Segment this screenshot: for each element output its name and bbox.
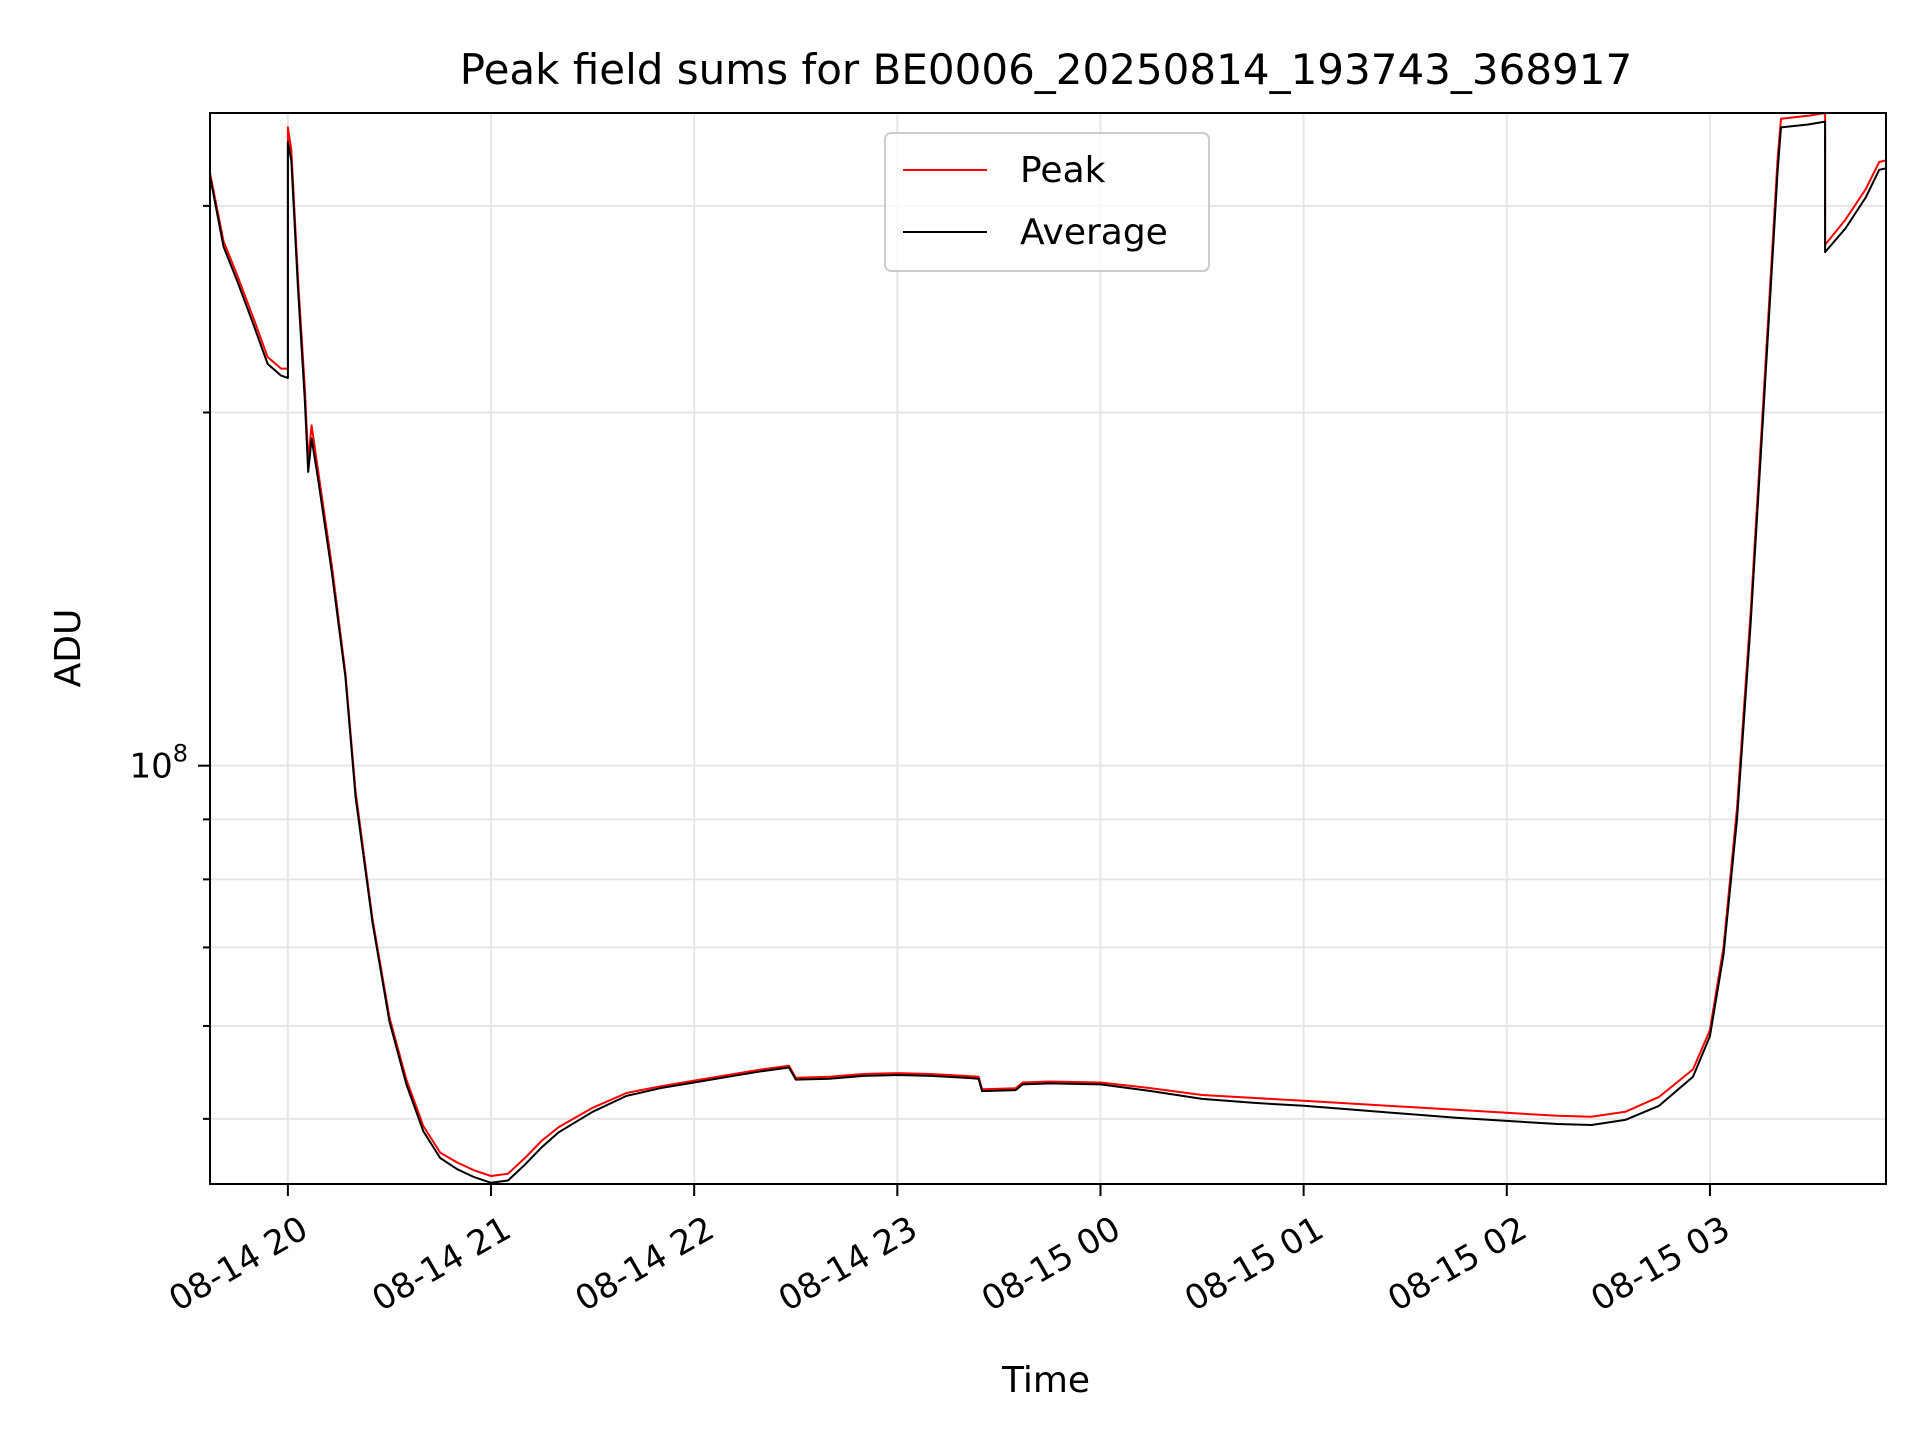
series-line-average (209, 120, 1887, 1184)
grid-lines (210, 113, 1886, 1184)
series-lines (209, 112, 1887, 1184)
chart-title: Peak field sums for BE0006_20250814_1937… (460, 45, 1632, 94)
legend: Peak Average (884, 132, 1210, 272)
series-line-peak (209, 112, 1887, 1177)
x-axis-label: Time (1001, 1360, 1090, 1401)
plot-frame (209, 112, 1887, 1185)
legend-label-peak: Peak (1020, 150, 1106, 191)
y-axis-label: ADU (48, 609, 89, 688)
y-tick-label: 108 (129, 740, 188, 787)
y-axis-ticks: 108 (129, 204, 210, 1120)
legend-box (884, 132, 1210, 272)
legend-label-average: Average (1020, 212, 1168, 253)
